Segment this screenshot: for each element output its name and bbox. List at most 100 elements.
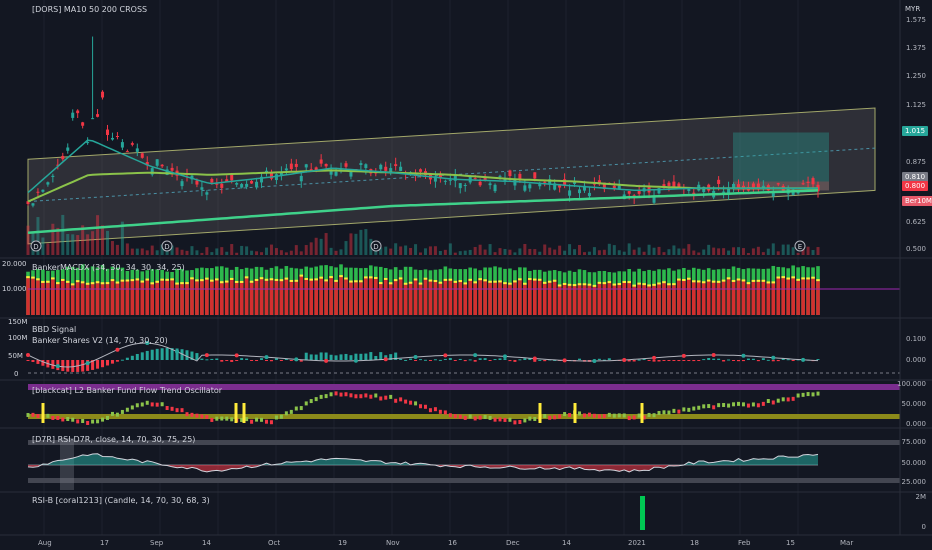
macd-yellow-mark <box>756 279 761 282</box>
bbd-bar <box>120 359 124 361</box>
volume-bar <box>170 245 174 255</box>
macd-yellow-mark <box>234 280 239 283</box>
macd-red-bar <box>294 281 299 315</box>
macd-red-bar <box>279 281 284 315</box>
macd-red-bar <box>130 281 135 315</box>
candle-body <box>200 187 204 190</box>
x-tick: 14 <box>562 539 571 547</box>
macd-yellow-mark <box>46 280 50 283</box>
volume-bar <box>622 251 626 255</box>
x-tick: 19 <box>338 539 347 547</box>
macd-yellow-mark <box>572 284 577 287</box>
candle-body <box>250 181 254 184</box>
macd-yellow-mark <box>493 280 497 283</box>
macd-yellow-mark <box>299 274 304 277</box>
fund-bar <box>274 415 278 420</box>
bbd-bar <box>155 348 159 360</box>
fund-bar <box>190 412 194 417</box>
macd-yellow-mark <box>254 278 259 281</box>
volume-bar <box>582 252 586 255</box>
volume-bar <box>110 241 114 255</box>
volume-bar <box>523 243 527 255</box>
fund-bar <box>105 415 109 420</box>
fund-bar <box>260 417 264 422</box>
fund-bar <box>438 409 442 414</box>
macd-yellow-mark <box>463 282 468 285</box>
macd-red-bar <box>36 280 40 315</box>
macd-red-bar <box>398 279 403 315</box>
bbd-signal-dot <box>801 357 806 362</box>
rsi-lower-band <box>28 478 900 483</box>
macd-red-bar <box>776 278 781 315</box>
fund-flow-pane[interactable] <box>26 384 901 425</box>
banker-shares-title: Banker Shares V2 (14, 70, 30, 20) <box>32 336 168 345</box>
candle-body <box>473 178 477 180</box>
candle-body <box>458 183 462 189</box>
macd-red-bar <box>602 284 607 315</box>
macd-red-bar <box>523 284 527 315</box>
macd-red-bar <box>662 283 666 315</box>
volume-bar <box>483 249 487 255</box>
candle-body <box>140 153 144 158</box>
macd-red-bar <box>726 279 731 315</box>
volume-bar <box>423 248 427 255</box>
macd-yellow-mark <box>249 280 254 283</box>
volume-bar <box>210 252 214 255</box>
macd-yellow-mark <box>776 276 781 279</box>
macd-red-bar <box>667 285 671 315</box>
bbd-bar <box>468 359 472 361</box>
bbd-bar <box>86 360 90 371</box>
bbd-bar <box>359 353 363 360</box>
candle-body <box>448 179 452 181</box>
bbd-bar <box>36 360 40 364</box>
macd-pane[interactable] <box>26 264 900 315</box>
price-badge-low: Ber10M3 <box>902 196 932 206</box>
macd-red-bar <box>597 283 602 315</box>
bbd-pane[interactable] <box>26 341 900 374</box>
fund-bar <box>722 403 726 408</box>
candle-body <box>533 172 537 179</box>
macd-red-bar <box>105 284 110 315</box>
fund-bar <box>110 411 114 416</box>
bbd-bar <box>195 353 199 360</box>
macd-yellow-mark <box>264 278 269 281</box>
macd-red-bar <box>746 284 751 315</box>
fund-bar <box>642 415 646 420</box>
macd-red-bar <box>334 281 338 315</box>
macd-red-bar <box>170 280 174 315</box>
macd-red-bar <box>190 279 194 315</box>
candle-body <box>488 183 492 186</box>
volume-bar <box>250 250 254 255</box>
volume-bar <box>200 252 204 255</box>
macd-red-bar <box>458 282 463 315</box>
volume-bar <box>190 246 194 255</box>
macd-red-bar <box>493 282 497 315</box>
fund-bar <box>96 419 100 424</box>
fund-bar <box>741 402 745 407</box>
fund-bar <box>587 412 591 417</box>
rsib-pane[interactable] <box>640 496 645 530</box>
fund-tick: 0.000 <box>905 420 926 428</box>
bbd-bar <box>180 349 184 360</box>
bbd-bar <box>240 358 244 360</box>
bbd-signal-dot <box>413 355 418 360</box>
macd-red-bar <box>701 283 706 315</box>
pane-separators[interactable] <box>0 0 932 536</box>
fund-bar <box>130 405 134 410</box>
candle-body <box>115 136 119 138</box>
fund-bar <box>612 413 616 418</box>
macd-yellow-mark <box>468 278 473 281</box>
bbd-bar <box>230 360 234 362</box>
macd-red-bar <box>373 278 378 315</box>
fund-bar <box>319 394 323 399</box>
macd-yellow-mark <box>458 280 463 283</box>
candle-body <box>751 183 755 188</box>
fund-overbought-band <box>28 384 900 390</box>
candle-body <box>81 122 85 126</box>
bbd-signal-dot <box>204 353 209 358</box>
rsi-pane[interactable] <box>27 438 900 490</box>
volume-bar <box>781 244 785 255</box>
macd-yellow-mark <box>319 276 323 279</box>
